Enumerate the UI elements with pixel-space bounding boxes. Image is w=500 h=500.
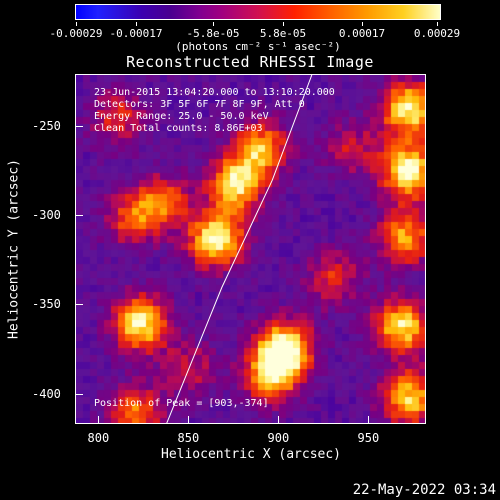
x-tick-label: 900	[267, 431, 290, 445]
x-tick-mark	[368, 416, 370, 424]
x-tick-label: 950	[357, 431, 380, 445]
y-tick-mark	[75, 125, 83, 127]
x-axis-label: Heliocentric X (arcsec)	[160, 447, 342, 462]
colorbar	[75, 4, 441, 20]
colorbar-tick-label: 0.00029	[413, 27, 461, 40]
colorbar-tick	[437, 22, 438, 26]
heatmap-plot-area: 23-Jun-2015 13:04:20.000 to 13:10:20.000…	[75, 74, 426, 424]
colorbar-tick	[136, 22, 137, 26]
y-tick-label: -400	[32, 386, 61, 401]
y-tick-mark	[75, 393, 83, 395]
annotation-energy: Energy Range: 25.0 - 50.0 keV	[94, 111, 269, 122]
colorbar-tick-label: 5.8e-05	[259, 27, 307, 40]
colorbar-tick	[362, 22, 363, 26]
y-tick-mark	[75, 215, 83, 217]
plot-title: Reconstructed RHESSI Image	[126, 53, 374, 71]
x-tick-mark	[278, 416, 280, 424]
annotation-peak: Position of Peak = [903,-374]	[94, 398, 269, 409]
colorbar-unit-label: (photons cm⁻² s⁻¹ asec⁻²)	[175, 40, 341, 53]
y-tick-label: -300	[32, 208, 61, 223]
x-tick-mark	[98, 416, 100, 424]
x-tick-mark	[188, 416, 190, 424]
limb-overlay	[166, 75, 313, 423]
colorbar-tick	[213, 22, 214, 26]
colorbar-tick-label: -0.00029	[49, 27, 103, 40]
y-tick-label: -250	[32, 118, 61, 133]
colorbar-tick	[283, 22, 284, 26]
x-tick-label: 850	[177, 431, 200, 445]
colorbar-tick-label: -5.8e-05	[186, 27, 240, 40]
y-tick-label: -350	[32, 297, 61, 312]
annotation-detectors: Detectors: 3F 5F 6F 7F 8F 9F, Att 0	[94, 99, 305, 110]
colorbar-tick-label: 0.00017	[338, 27, 386, 40]
y-tick-mark	[75, 304, 83, 306]
x-tick-label: 800	[87, 431, 110, 445]
timestamp: 22-May-2022 03:34	[352, 482, 496, 498]
solar-limb-line	[166, 75, 313, 423]
annotation-time: 23-Jun-2015 13:04:20.000 to 13:10:20.000	[94, 87, 335, 98]
colorbar-tick-label: -0.00017	[109, 27, 163, 40]
colorbar-tick	[76, 22, 77, 26]
y-axis-label: Heliocentric Y (arcsec)	[6, 158, 22, 340]
annotation-clean: Clean Total counts: 8.86E+03	[94, 123, 263, 134]
heatmap-image	[76, 75, 425, 423]
